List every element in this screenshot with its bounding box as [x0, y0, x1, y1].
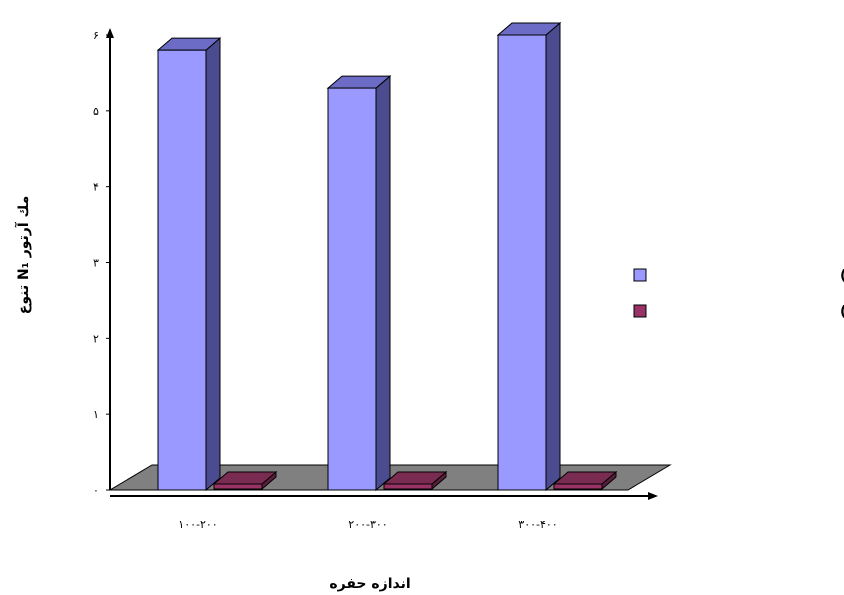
y-tick-label: ۶: [93, 29, 99, 42]
bar-mean: [327, 87, 377, 491]
y-tick-label: ۴: [93, 181, 99, 194]
y-tick-label: ۰: [93, 484, 99, 497]
bar-side: [375, 74, 391, 492]
y-tick-label: ۲: [93, 332, 99, 345]
x-tick-label: ۱۰۰-۲۰۰: [178, 518, 217, 531]
legend-label-sd: خطای آماری (Sd): [840, 302, 844, 320]
bar-sd: [553, 483, 603, 490]
y-axis-title: تنوع N₁ مك آرتور: [14, 196, 32, 314]
x-tick-label: ۲۰۰-۳۰۰: [348, 518, 387, 531]
bar-sd: [213, 483, 263, 490]
x-axis-arrow: [648, 492, 658, 500]
legend-swatch-mean: [633, 268, 647, 282]
bar-mean: [497, 34, 547, 491]
bar-mean: [157, 49, 207, 491]
y-tick-label: ۱: [93, 408, 99, 421]
y-tick-label: ۳: [93, 257, 99, 270]
y-tick-label: ۵: [93, 105, 99, 118]
y-axis-arrow: [106, 28, 114, 38]
bar-sd: [383, 483, 433, 490]
x-tick-label: ۳۰۰-۴۰۰: [518, 518, 557, 531]
legend-swatch-sd: [633, 304, 647, 318]
bar-side: [545, 21, 561, 492]
x-axis-title: اندازه حفره: [329, 576, 410, 592]
bar-side: [205, 37, 221, 492]
legend-label-mean: میانگین (N₁): [840, 267, 844, 284]
